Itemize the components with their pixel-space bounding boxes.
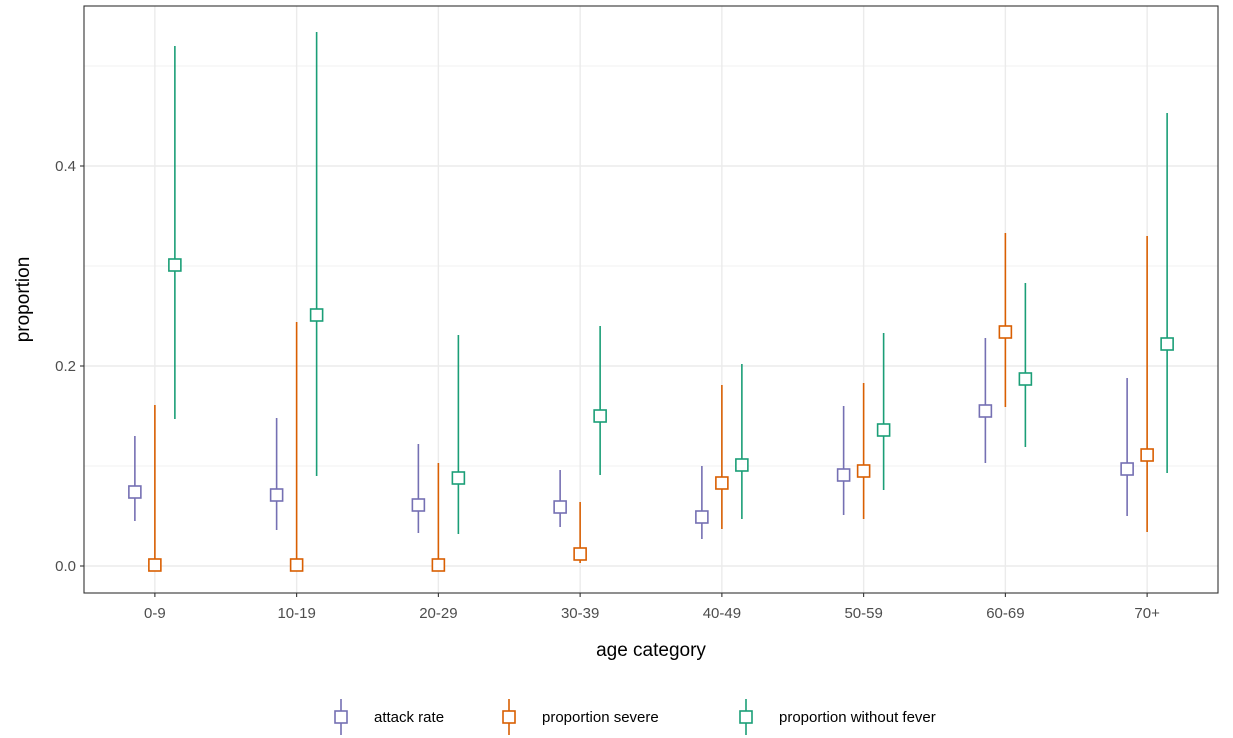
data-point <box>735 458 749 472</box>
data-point <box>1160 337 1174 351</box>
x-tick-label: 50-59 <box>844 605 882 622</box>
data-point <box>451 471 466 485</box>
legend-item: proportion severe <box>502 699 659 735</box>
data-point <box>695 510 709 524</box>
data-point <box>998 325 1013 339</box>
data-point <box>876 423 891 437</box>
x-tick-label: 30-39 <box>561 605 599 622</box>
legend-key-marker <box>739 710 753 724</box>
y-axis-title: proportion <box>13 257 34 343</box>
plot-panel <box>84 6 1218 593</box>
data-point <box>978 404 993 418</box>
data-point <box>168 258 182 272</box>
x-tick-label: 70+ <box>1134 605 1160 622</box>
x-tick-label: 0-9 <box>144 605 166 622</box>
x-axis-title: age category <box>596 640 706 661</box>
data-point <box>309 308 324 322</box>
data-point <box>715 476 729 490</box>
data-point <box>269 488 284 502</box>
legend-item: proportion without fever <box>739 699 936 735</box>
x-tick-label: 40-49 <box>703 605 741 622</box>
x-tick-label: 10-19 <box>277 605 315 622</box>
legend-key-marker <box>502 710 516 724</box>
data-point <box>1140 448 1154 462</box>
legend-label: proportion without fever <box>779 709 936 726</box>
data-point <box>128 485 142 499</box>
data-point <box>573 547 587 561</box>
x-tick-label: 60-69 <box>986 605 1024 622</box>
data-point <box>553 500 567 514</box>
x-axis: 0-9 10-19 20-29 30-39 40-49 50-59 60-69 70+ <box>144 593 1160 622</box>
data-point <box>431 558 446 572</box>
data-point <box>1018 372 1033 386</box>
data-point <box>411 498 426 512</box>
legend-item: attack rate <box>334 699 444 735</box>
data-point <box>836 468 851 482</box>
legend-label: attack rate <box>374 709 444 726</box>
y-tick-label: 0.4 <box>55 158 76 175</box>
legend-label: proportion severe <box>542 709 659 726</box>
legend-key-marker <box>334 710 348 724</box>
data-points <box>128 258 1174 572</box>
error-bars <box>134 32 1168 566</box>
data-point <box>148 558 162 572</box>
x-tick-label: 20-29 <box>419 605 457 622</box>
data-point <box>856 464 871 478</box>
y-axis: 0.0 0.2 0.4 <box>55 158 84 575</box>
legend: attack rate proportion severe proportion w… <box>334 699 936 735</box>
data-point <box>1120 462 1134 476</box>
data-point <box>289 558 304 572</box>
data-point <box>593 409 607 423</box>
plot-panel-border <box>83 5 1219 594</box>
y-tick-label: 0.0 <box>55 558 76 575</box>
y-tick-label: 0.2 <box>55 358 76 375</box>
